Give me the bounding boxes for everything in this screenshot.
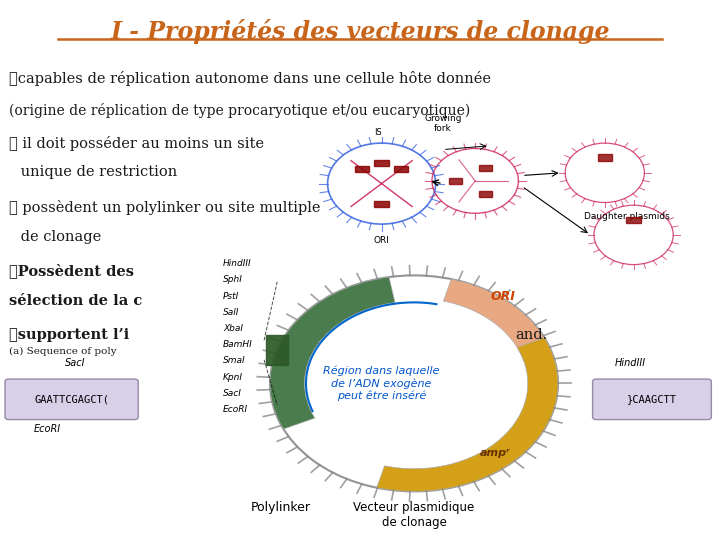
Text: ➤ il doit posséder au moins un site: ➤ il doit posséder au moins un site [9, 136, 264, 151]
Text: Vecteur plasmidique
de clonage: Vecteur plasmidique de clonage [354, 501, 474, 529]
Text: SalI: SalI [223, 308, 240, 317]
FancyBboxPatch shape [593, 379, 711, 420]
Text: EcoRI: EcoRI [223, 405, 248, 414]
Text: KpnI: KpnI [223, 373, 243, 382]
Text: unique de restriction: unique de restriction [16, 165, 177, 179]
Wedge shape [270, 277, 395, 429]
Text: XbaI: XbaI [223, 324, 243, 333]
Text: sélection de la c: sélection de la c [9, 294, 142, 308]
Text: PstI: PstI [223, 292, 240, 301]
Text: SacI: SacI [66, 358, 86, 368]
Text: (origine de réplication de type procaryotique et/ou eucaryotique): (origine de réplication de type procaryo… [9, 103, 470, 118]
Bar [479, 165, 492, 171]
Text: IS: IS [374, 127, 382, 137]
Text: BamHI: BamHI [223, 340, 253, 349]
Bar [598, 154, 612, 161]
Text: SphI: SphI [223, 275, 243, 285]
Text: ORI: ORI [490, 291, 516, 303]
Text: (a) Sequence of poly: (a) Sequence of poly [9, 347, 116, 356]
Bar [449, 178, 462, 184]
Text: SacI: SacI [223, 389, 242, 398]
Text: ➤supportent l’i: ➤supportent l’i [9, 328, 129, 342]
Bar [355, 166, 369, 172]
Text: ➤capables de réplication autonome dans une cellule hôte donnée: ➤capables de réplication autonome dans u… [9, 71, 490, 86]
Text: HindIII: HindIII [614, 358, 646, 368]
Text: ➤ possèdent un polylinker ou site multiple: ➤ possèdent un polylinker ou site multip… [9, 200, 320, 215]
Text: and.: and. [515, 328, 547, 342]
Bar [374, 201, 389, 207]
Text: SmaI: SmaI [223, 356, 246, 366]
Text: ORI: ORI [374, 236, 390, 245]
Bar [266, 335, 288, 365]
Bar [394, 166, 408, 172]
Text: I - Propriétés des vecteurs de clonage: I - Propriétés des vecteurs de clonage [110, 19, 610, 44]
Text: ➤Possèdent des: ➤Possèdent des [9, 263, 134, 278]
FancyBboxPatch shape [5, 379, 138, 420]
Text: Daughter plasmids: Daughter plasmids [583, 212, 670, 221]
Text: de clonage: de clonage [16, 230, 101, 244]
Text: ampʳ: ampʳ [480, 448, 510, 458]
Text: Growing
fork: Growing fork [424, 114, 462, 133]
Bar [626, 217, 641, 223]
Bar [479, 191, 492, 197]
Wedge shape [444, 279, 553, 361]
Text: GAATTCGAGCT(: GAATTCGAGCT( [34, 394, 109, 404]
Text: EcoRI: EcoRI [33, 424, 60, 434]
Text: Polylinker: Polylinker [251, 501, 311, 514]
Wedge shape [377, 338, 558, 491]
Text: Région dans laquelle
de l’ADN exogène
peut être inséré: Région dans laquelle de l’ADN exogène pe… [323, 366, 440, 401]
Text: HindIII: HindIII [223, 259, 252, 268]
Bar [374, 160, 389, 166]
Text: }CAAGCTT: }CAAGCTT [627, 394, 677, 404]
